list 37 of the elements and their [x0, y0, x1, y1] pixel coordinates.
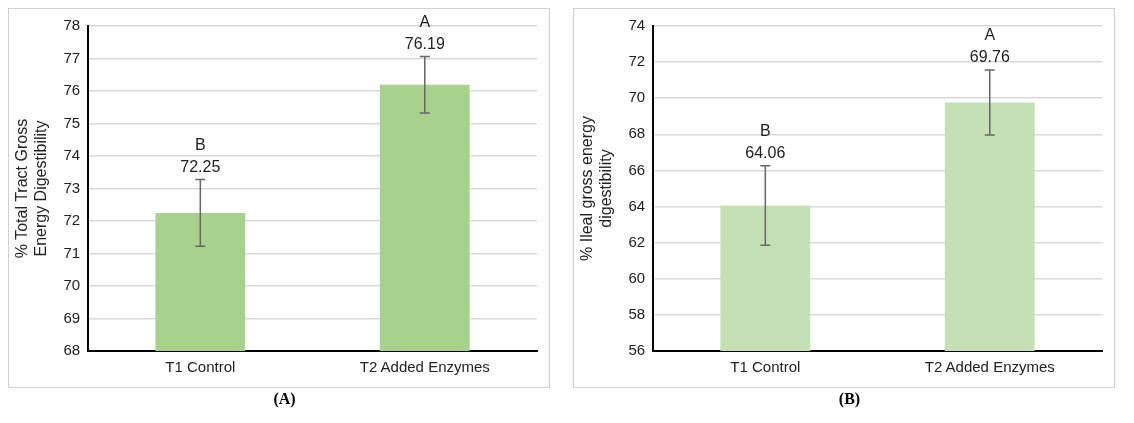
y-tick-label: 69	[63, 308, 81, 326]
x-tick-label: T2 Added Enzymes	[359, 358, 490, 376]
data-label: 69.76	[969, 48, 1010, 66]
y-tick-label: 62	[628, 232, 646, 250]
annotation: B	[759, 122, 771, 140]
y-tick-label: 60	[628, 268, 646, 286]
annotation: A	[984, 26, 996, 44]
y-axis-title: % Ileal gross energy digestibility	[578, 116, 615, 261]
y-tick-label: 70	[63, 276, 81, 294]
annotation: B	[194, 135, 206, 153]
y-tick-label: 75	[63, 113, 81, 131]
text: (A)	[272, 390, 297, 408]
y-tick-label: 68	[63, 341, 81, 359]
y-tick-label: 72	[63, 211, 81, 229]
y-tick-label: 72	[628, 52, 646, 70]
y-tick-label: 64	[628, 196, 646, 214]
y-tick-label: 68	[628, 124, 646, 142]
y-tick-label: 76	[63, 81, 81, 99]
annotation: A	[419, 12, 431, 30]
y-tick-label: 74	[628, 16, 646, 34]
y-tick-label: 71	[63, 243, 81, 261]
text: (B)	[837, 390, 862, 408]
y-tick-label: 73	[63, 178, 81, 196]
y-axis-title: % Total Tract Gross Energy Digestibility	[13, 118, 50, 259]
data-label: 64.06	[745, 144, 786, 162]
y-tick-label: 56	[628, 341, 646, 359]
x-tick-label: T1 Control	[730, 358, 801, 376]
y-tick-label: 66	[628, 160, 646, 178]
y-tick-label: 78	[63, 16, 81, 34]
y-tick-label: 77	[63, 48, 81, 66]
x-tick-label: T2 Added Enzymes	[924, 358, 1055, 376]
x-tick-label: T1 Control	[165, 358, 236, 376]
data-label: 72.25	[180, 157, 221, 175]
data-label: 76.19	[404, 34, 445, 52]
y-tick-label: 74	[63, 146, 81, 164]
y-tick-label: 70	[628, 88, 646, 106]
y-tick-label: 58	[628, 305, 646, 323]
